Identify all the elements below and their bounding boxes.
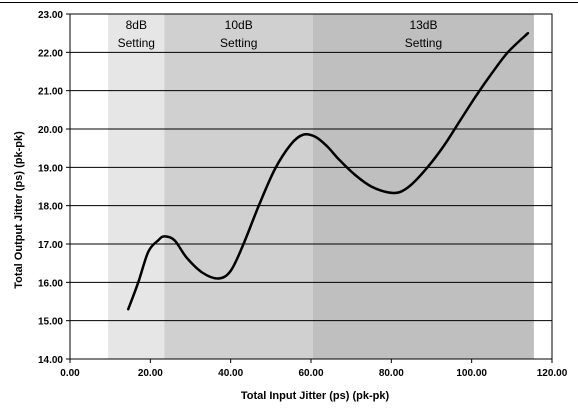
setting-band-2: [313, 14, 534, 359]
series-line-0: [126, 31, 530, 311]
y-tick-label: 15.00: [38, 317, 63, 328]
top-border-rule: [0, 2, 578, 3]
y-tick-label: 14.00: [38, 355, 63, 366]
setting-bands: 8dB Setting 10dB Setting 13dB Setting: [108, 14, 534, 359]
y-tick-label: 16.00: [38, 278, 63, 289]
band-label-setting: Setting: [118, 36, 155, 50]
tick-labels: 14.00 15.00 16.00 17.00 18.00 19.00 20.00 21.00…: [38, 10, 568, 379]
y-tick-label: 19.00: [38, 163, 63, 174]
y-tick-label: 21.00: [38, 87, 63, 98]
y-tick-label: 17.00: [38, 240, 63, 251]
x-tick-label: 40.00: [218, 368, 243, 379]
setting-band-0: [108, 14, 165, 359]
axes: [69, 13, 553, 363]
setting-band-1: [164, 14, 314, 359]
x-tick-label: 80.00: [379, 368, 404, 379]
x-tick-label: 120.00: [537, 368, 568, 379]
band-label-level: 13dB: [409, 18, 437, 32]
band-label-setting: Setting: [220, 36, 257, 50]
band-label-setting: Setting: [405, 36, 442, 50]
y-tick-label: 18.00: [38, 202, 63, 213]
x-tick-label: 60.00: [298, 368, 323, 379]
x-tick-label: 20.00: [138, 368, 163, 379]
y-axis-title: Total Output Jitter (ps) (pk-pk): [13, 131, 25, 289]
y-tick-label: 20.00: [38, 125, 63, 136]
band-label-level: 10dB: [225, 18, 253, 32]
x-tick-label: 100.00: [456, 368, 487, 379]
band-label-level: 8dB: [126, 18, 147, 32]
x-axis-title: Total Input Jitter (ps) (pk-pk): [241, 390, 390, 402]
series-layer: [126, 31, 530, 311]
x-tick-label: 0.00: [60, 368, 80, 379]
y-tick-label: 23.00: [38, 10, 63, 21]
y-tick-label: 22.00: [38, 48, 63, 59]
